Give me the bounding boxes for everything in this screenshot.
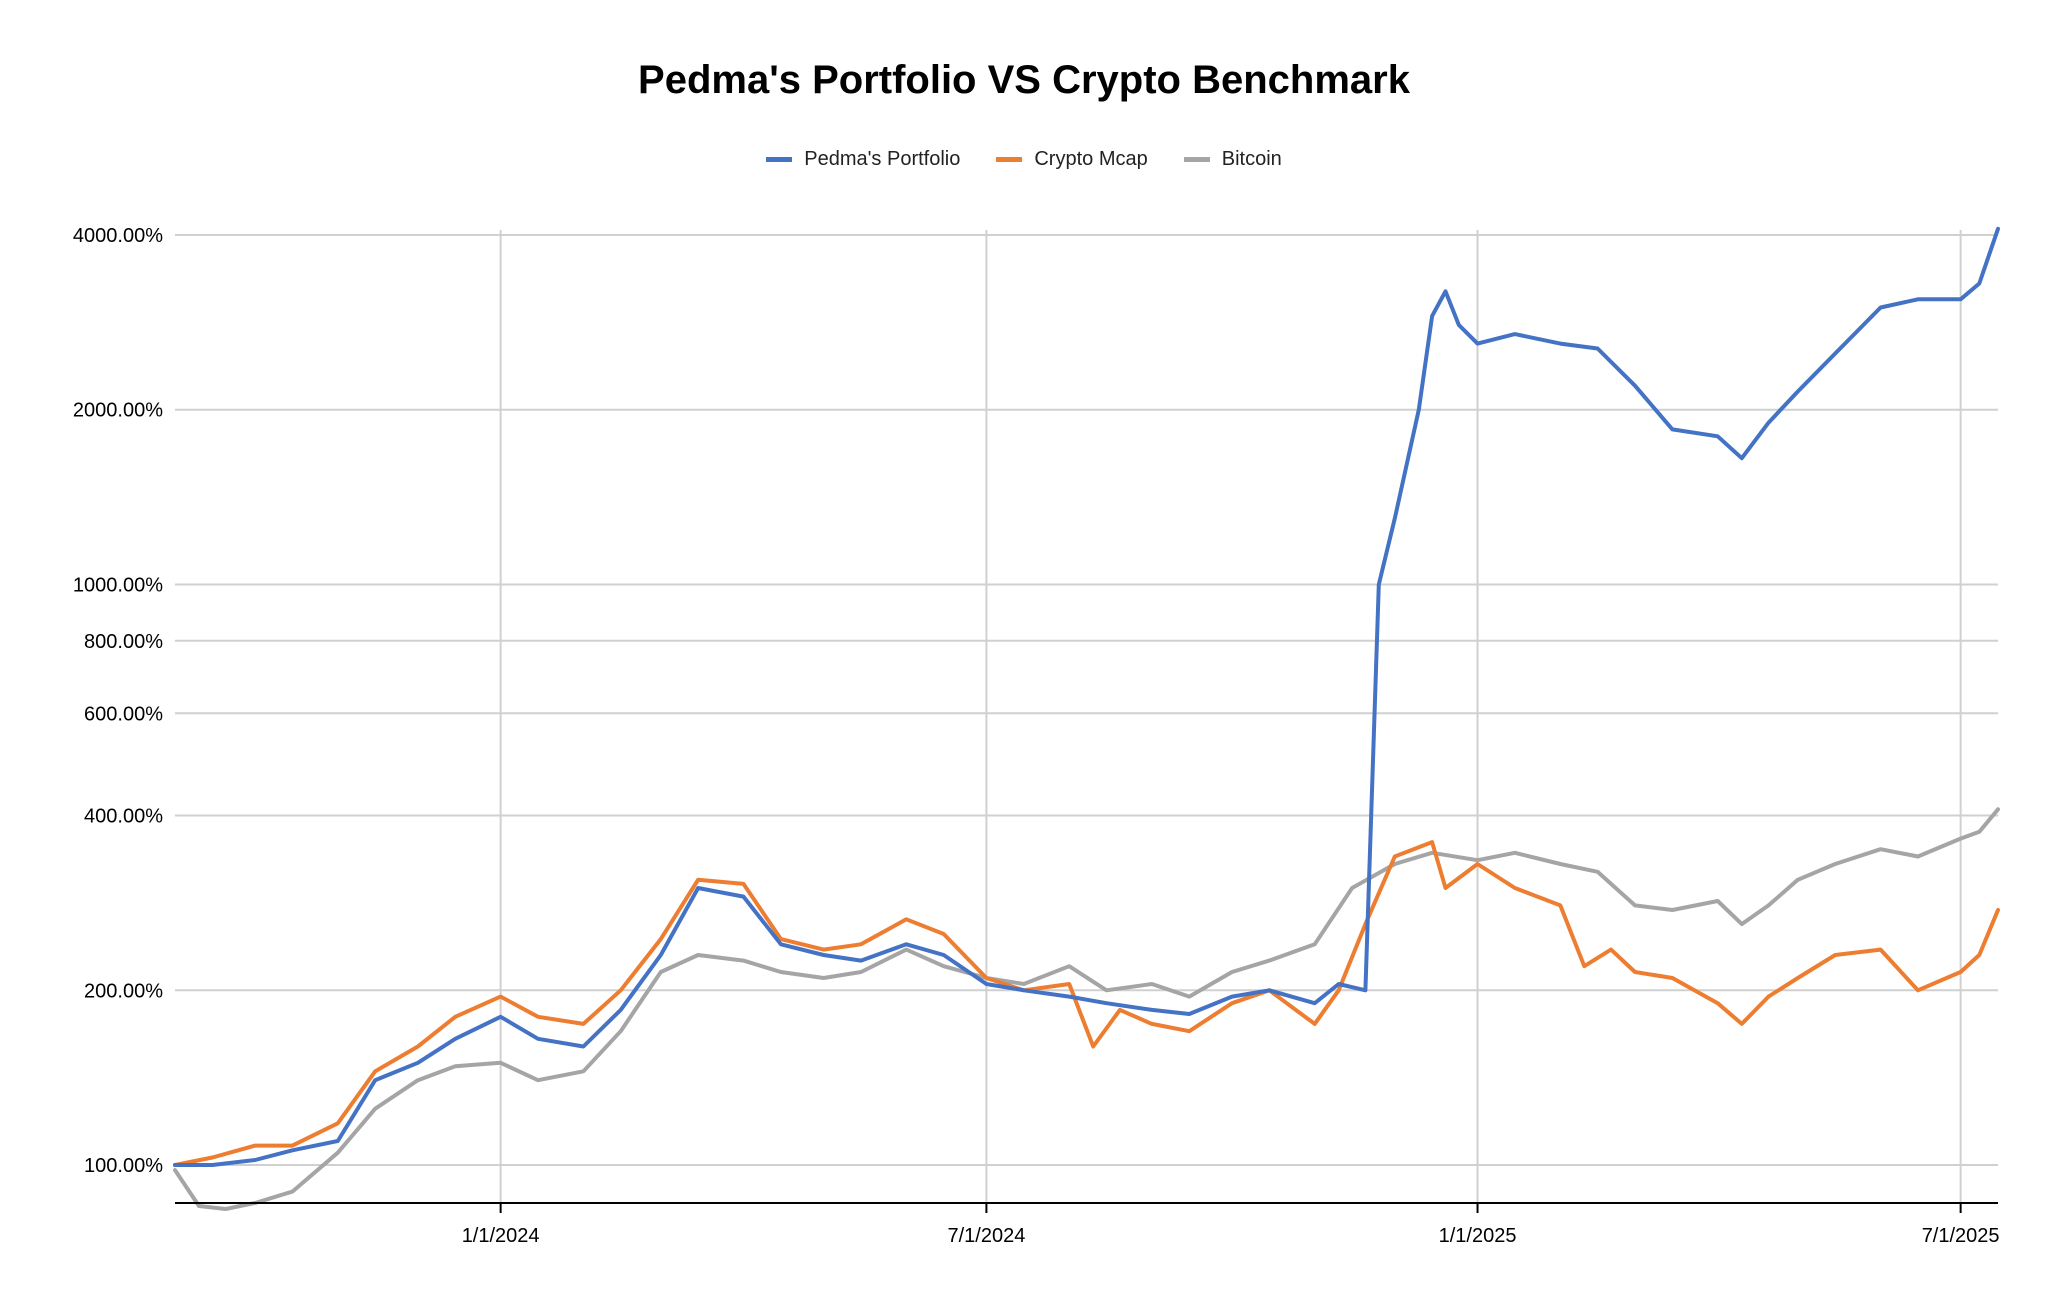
y-tick-label: 4000.00% (73, 225, 163, 247)
x-tick-label: 1/1/2025 (1439, 1225, 1517, 1247)
y-tick-label: 800.00% (84, 631, 163, 653)
gridlines (175, 230, 1998, 1203)
chart-title: Pedma's Portfolio VS Crypto Benchmark (638, 58, 1410, 102)
legend-swatch-crypto-mcap (996, 157, 1023, 162)
y-tick-label: 1000.00% (73, 574, 163, 596)
x-tick-label: 1/1/2024 (462, 1225, 540, 1247)
legend-item-portfolio[interactable]: Pedma's Portfolio (766, 148, 960, 171)
y-tick-label: 100.00% (84, 1155, 163, 1177)
legend-label-bitcoin: Bitcoin (1221, 148, 1282, 170)
legend-item-bitcoin[interactable]: Bitcoin (1183, 148, 1282, 171)
y-tick-label: 400.00% (84, 806, 163, 828)
axes: 100.00% 200.00% 400.00% 600.00% 800.00% 1000.… (73, 225, 2000, 1247)
legend-label-crypto-mcap: Crypto Mcap (1034, 148, 1148, 170)
x-tick-label: 7/1/2025 (1922, 1225, 2000, 1247)
series-line-bitcoin[interactable] (173, 807, 2000, 1211)
legend-swatch-portfolio (766, 157, 793, 162)
series-lines (173, 226, 2000, 1211)
legend-item-crypto-mcap[interactable]: Crypto Mcap (996, 148, 1148, 171)
legend-label-portfolio: Pedma's Portfolio (804, 148, 961, 170)
y-tick-label: 2000.00% (73, 400, 163, 422)
legend: Pedma's Portfolio Crypto Mcap Bitcoin (0, 148, 2048, 171)
legend-swatch-bitcoin (1183, 157, 1210, 162)
series-line-pedma-s-portfolio[interactable] (173, 226, 2000, 1167)
series-line-crypto-mcap[interactable] (173, 840, 2000, 1167)
y-tick-label: 200.00% (84, 980, 163, 1002)
y-tick-label: 600.00% (84, 703, 163, 725)
x-tick-label: 7/1/2024 (947, 1225, 1025, 1247)
